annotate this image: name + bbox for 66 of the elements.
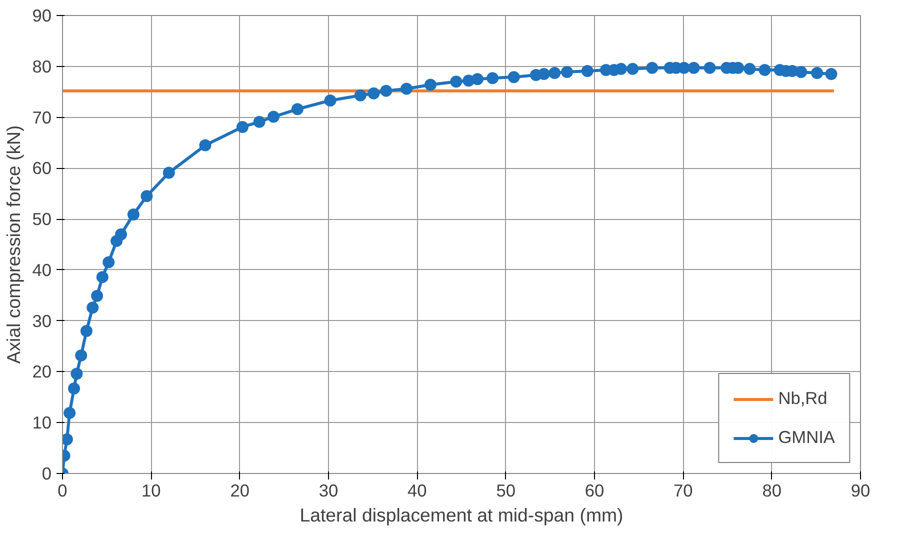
point bbox=[758, 64, 771, 76]
point bbox=[538, 68, 550, 80]
x-tick-label: 60 bbox=[584, 480, 604, 500]
point bbox=[91, 290, 104, 302]
y-tick-label: 70 bbox=[32, 107, 52, 128]
point bbox=[64, 406, 76, 419]
point bbox=[127, 208, 140, 220]
point bbox=[354, 89, 366, 102]
point bbox=[115, 228, 128, 240]
y-tick-label: 0 bbox=[42, 464, 52, 484]
point bbox=[291, 103, 304, 116]
y-axis-title: Axial compression force (kN) bbox=[3, 125, 24, 364]
legend-label: GMNIA bbox=[778, 427, 835, 448]
x-tick-label: 80 bbox=[762, 480, 782, 500]
point bbox=[471, 73, 484, 86]
point bbox=[268, 110, 280, 123]
point bbox=[811, 67, 824, 79]
point bbox=[508, 71, 520, 84]
y-tick-label: 30 bbox=[32, 310, 52, 331]
point bbox=[102, 256, 115, 268]
point bbox=[615, 62, 628, 75]
point bbox=[548, 67, 561, 79]
point bbox=[162, 166, 175, 179]
point bbox=[368, 87, 380, 100]
point bbox=[236, 120, 248, 133]
point bbox=[626, 62, 639, 75]
y-tick-label: 80 bbox=[32, 56, 52, 76]
point bbox=[825, 68, 838, 80]
point bbox=[581, 64, 594, 77]
y-tick-label: 60 bbox=[32, 158, 52, 178]
point bbox=[400, 82, 413, 95]
point bbox=[795, 66, 808, 78]
point bbox=[704, 62, 716, 74]
legend-label: Nb,Rd bbox=[778, 388, 828, 409]
y-tick-label: 20 bbox=[32, 362, 52, 382]
point bbox=[199, 139, 212, 152]
point bbox=[86, 302, 99, 314]
x-tick-label: 50 bbox=[496, 480, 516, 500]
point bbox=[253, 116, 266, 128]
point bbox=[646, 62, 658, 74]
point bbox=[486, 72, 499, 84]
y-tick-label: 90 bbox=[32, 6, 52, 26]
y-tick-label: 40 bbox=[32, 260, 52, 280]
point bbox=[744, 62, 756, 75]
point bbox=[75, 349, 88, 362]
point bbox=[561, 66, 574, 78]
x-tick-label: 40 bbox=[408, 480, 427, 500]
point bbox=[140, 190, 153, 202]
point bbox=[80, 325, 92, 337]
x-tick-label: 10 bbox=[142, 480, 161, 500]
point bbox=[424, 78, 436, 91]
point bbox=[450, 76, 462, 88]
point bbox=[70, 368, 83, 380]
y-tick-label: 10 bbox=[32, 412, 52, 433]
point bbox=[96, 271, 108, 284]
point bbox=[380, 84, 392, 97]
x-tick-label: 0 bbox=[58, 480, 68, 500]
y-tick-label: 50 bbox=[32, 209, 52, 230]
x-axis-title: Lateral displacement at mid-span (mm) bbox=[300, 504, 624, 526]
x-tick-label: 30 bbox=[318, 480, 338, 500]
x-tick-label: 90 bbox=[850, 480, 870, 500]
point bbox=[324, 94, 336, 106]
x-tick-label: 20 bbox=[230, 480, 250, 500]
point bbox=[68, 382, 80, 395]
x-tick-label: 70 bbox=[674, 480, 693, 500]
point bbox=[688, 62, 700, 74]
